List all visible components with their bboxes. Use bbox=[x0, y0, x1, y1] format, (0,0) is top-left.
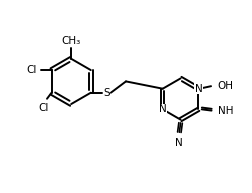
Text: OH: OH bbox=[217, 81, 233, 91]
Text: CH₃: CH₃ bbox=[61, 36, 80, 46]
Text: NH: NH bbox=[217, 106, 232, 116]
Text: N: N bbox=[175, 138, 182, 148]
Text: Cl: Cl bbox=[39, 103, 49, 113]
Text: N: N bbox=[158, 104, 166, 114]
Text: Cl: Cl bbox=[26, 65, 36, 75]
Text: S: S bbox=[103, 88, 109, 98]
Text: N: N bbox=[194, 84, 202, 94]
